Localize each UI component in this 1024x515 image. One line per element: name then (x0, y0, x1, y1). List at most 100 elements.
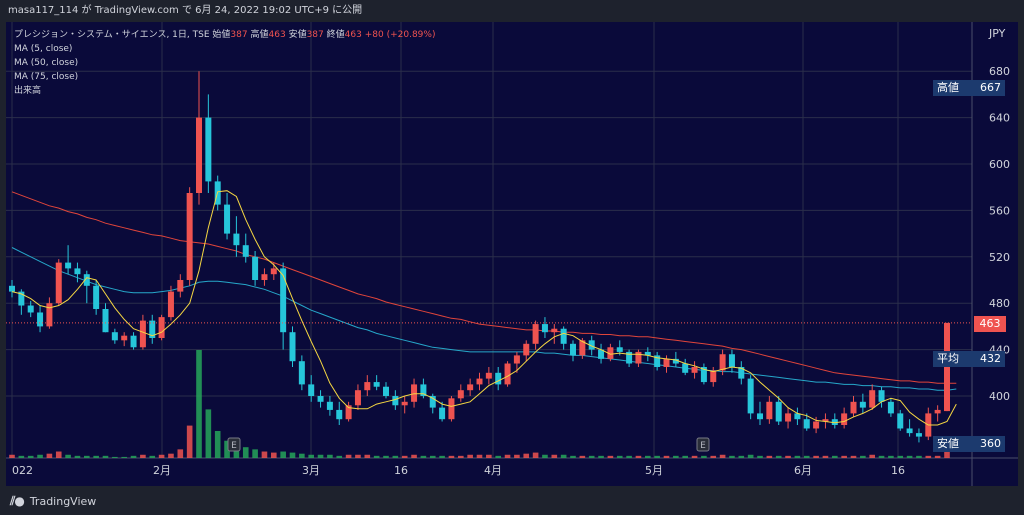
volume-bar (775, 455, 782, 458)
candle-body (598, 349, 605, 359)
earnings-marker-label: E (700, 441, 706, 451)
tradingview-logo-icon: ⫽● (10, 494, 25, 508)
candle-body (102, 309, 109, 333)
volume-bar (570, 455, 576, 458)
low-value: 387 (306, 30, 324, 40)
candle-body (9, 285, 15, 292)
y-tick-label: 640 (989, 112, 1010, 125)
chart-legend: プレシジョン・システム・サイエンス, 1日, TSE 始値387 高値463 安… (14, 28, 435, 98)
publish-info-text: masa117_114 が TradingView.com で 6月 24, 2… (8, 5, 363, 16)
volume-bar (261, 451, 268, 458)
candle-body (326, 401, 333, 410)
candle-body (383, 386, 389, 396)
candle-body (93, 285, 100, 309)
y-tick-label: 560 (989, 204, 1010, 217)
candle-body (457, 390, 464, 399)
candle-body (878, 390, 885, 402)
candle-body (654, 355, 661, 367)
volume-bar (616, 455, 623, 458)
candle-body (392, 396, 399, 406)
candle-body (83, 274, 90, 286)
open-value: 387 (230, 30, 248, 40)
candle-body (401, 401, 408, 406)
volume-bar (280, 451, 286, 458)
volume-bar (345, 454, 352, 458)
candle-body (897, 413, 904, 429)
candle-body (467, 384, 474, 391)
chart-area[interactable]: JPY6806406005605204804404000222月3月164月5月… (6, 22, 1018, 486)
tradingview-logo[interactable]: ⫽● TradingView (10, 494, 96, 509)
candle-body (345, 405, 352, 420)
volume-bar (467, 454, 473, 458)
volume-bar (383, 455, 389, 458)
candle-body (233, 233, 240, 246)
volume-bar (542, 454, 548, 458)
y-tick-label: 400 (989, 390, 1010, 403)
high-value: 463 (268, 30, 286, 40)
candle-body (242, 245, 249, 257)
volume-bar (850, 455, 857, 458)
candle-body (915, 433, 922, 437)
brand-name: TradingView (29, 495, 97, 508)
candle-body (476, 378, 483, 385)
volume-bar (813, 455, 819, 458)
volume-bar (654, 455, 660, 458)
volume-bar (607, 455, 614, 458)
candle-body (139, 320, 146, 348)
indicator-ma5[interactable]: MA (5, close) (14, 44, 73, 54)
volume-bar (27, 455, 34, 458)
volume-bar (317, 454, 324, 458)
volume-bar (299, 453, 305, 458)
volume-bar (626, 455, 632, 458)
volume-bar (803, 455, 810, 458)
volume-bar (645, 455, 651, 458)
candle-body (485, 372, 492, 379)
volume-bar (55, 451, 62, 458)
x-tick-label: 5月 (645, 464, 663, 477)
candle-body (74, 268, 81, 275)
candle-body (158, 317, 165, 338)
candle-body (822, 419, 829, 422)
volume-bar (532, 452, 539, 458)
candle-body (196, 117, 202, 193)
candle-body (570, 343, 576, 356)
volume-bar (186, 425, 193, 458)
volume-bar (682, 455, 688, 458)
volume-bar (121, 456, 127, 458)
volume-bar (140, 454, 146, 458)
axis-currency: JPY (988, 27, 1006, 40)
y-tick-label: 680 (989, 65, 1010, 78)
candle-body (691, 367, 698, 373)
volume-bar (271, 452, 277, 458)
volume-bar (925, 455, 932, 458)
volume-bar (429, 455, 436, 458)
candle-body (504, 363, 511, 385)
candle-body (850, 401, 857, 414)
candle-body (944, 322, 950, 412)
volume-bar (168, 453, 174, 458)
volume-bar (336, 455, 343, 458)
indicator-ma75[interactable]: MA (75, close) (14, 72, 79, 82)
indicator-ma50[interactable]: MA (50, close) (14, 58, 79, 68)
price-chart[interactable]: JPY6806406005605204804404000222月3月164月5月… (6, 22, 1018, 486)
volume-bar (65, 454, 71, 458)
candle-body (177, 280, 184, 292)
indicator-volume[interactable]: 出来高 (14, 86, 42, 96)
volume-bar (757, 455, 763, 458)
candle-body (635, 351, 642, 364)
candle-body (289, 332, 296, 362)
volume-bar (46, 453, 53, 458)
volume-bar (906, 455, 913, 458)
volume-bar (495, 455, 501, 458)
change-value: +80 (+20.89%) (364, 30, 436, 40)
x-tick-label: 16 (394, 464, 408, 477)
candle-body (354, 390, 361, 406)
symbol-title: プレシジョン・システム・サイエンス, 1日, TSE (14, 30, 210, 40)
candle-body (252, 256, 259, 280)
candle-body (644, 351, 651, 356)
candle-body (308, 384, 315, 396)
candle-body (579, 340, 586, 356)
x-tick-label: 022 (12, 464, 33, 477)
candle-body (607, 347, 614, 359)
volume-bar (37, 454, 43, 458)
